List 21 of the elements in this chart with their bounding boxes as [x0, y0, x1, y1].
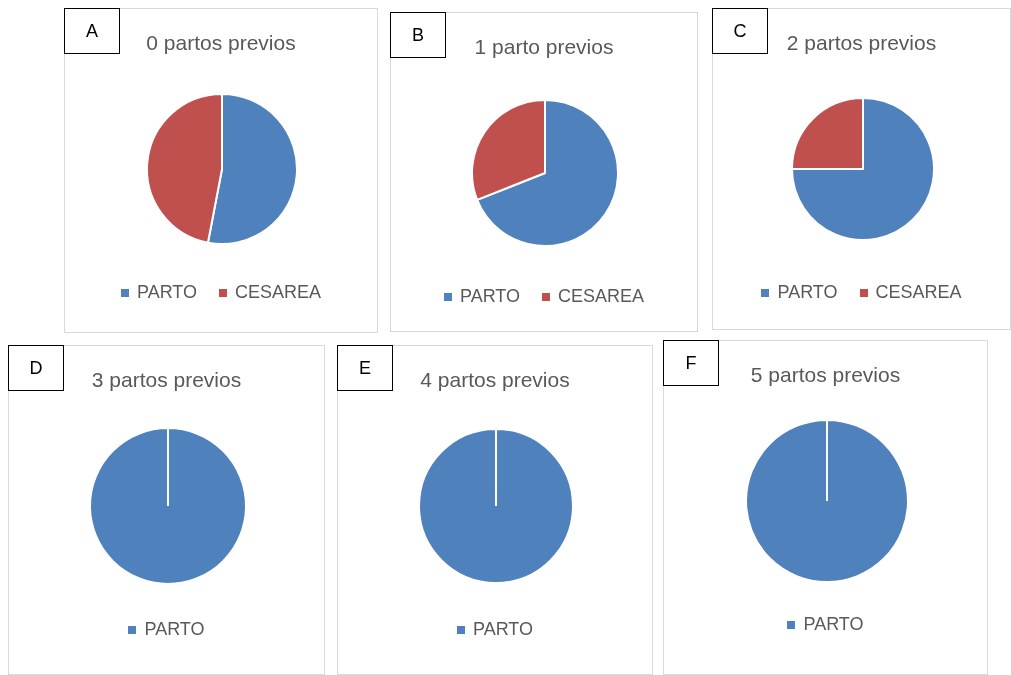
text: B — [390, 12, 446, 58]
text: C — [712, 8, 768, 54]
text: E — [337, 345, 393, 391]
legend-label: PARTO — [459, 286, 520, 307]
chart-title: 3 partos previos — [91, 368, 242, 391]
legend-label: PARTO — [144, 619, 205, 640]
chart-title: 0 partos previos — [146, 31, 296, 54]
text: D — [8, 345, 64, 391]
chart-title: 4 partos previos — [420, 368, 570, 391]
legend-label: CESAREA — [235, 282, 322, 303]
legend-label: PARTO — [136, 282, 197, 303]
chart-title: 1 parto previos — [474, 35, 614, 58]
text: F — [663, 340, 719, 386]
chart-title: 5 partos previos — [750, 363, 901, 386]
legend-label: CESAREA — [875, 282, 962, 303]
legend-label: CESAREA — [558, 286, 645, 307]
legend-label: PARTO — [472, 619, 534, 640]
legend-label: PARTO — [777, 282, 838, 303]
legend-label: PARTO — [803, 614, 864, 635]
text: A — [64, 8, 120, 54]
chart-title: 2 partos previos — [786, 31, 937, 54]
